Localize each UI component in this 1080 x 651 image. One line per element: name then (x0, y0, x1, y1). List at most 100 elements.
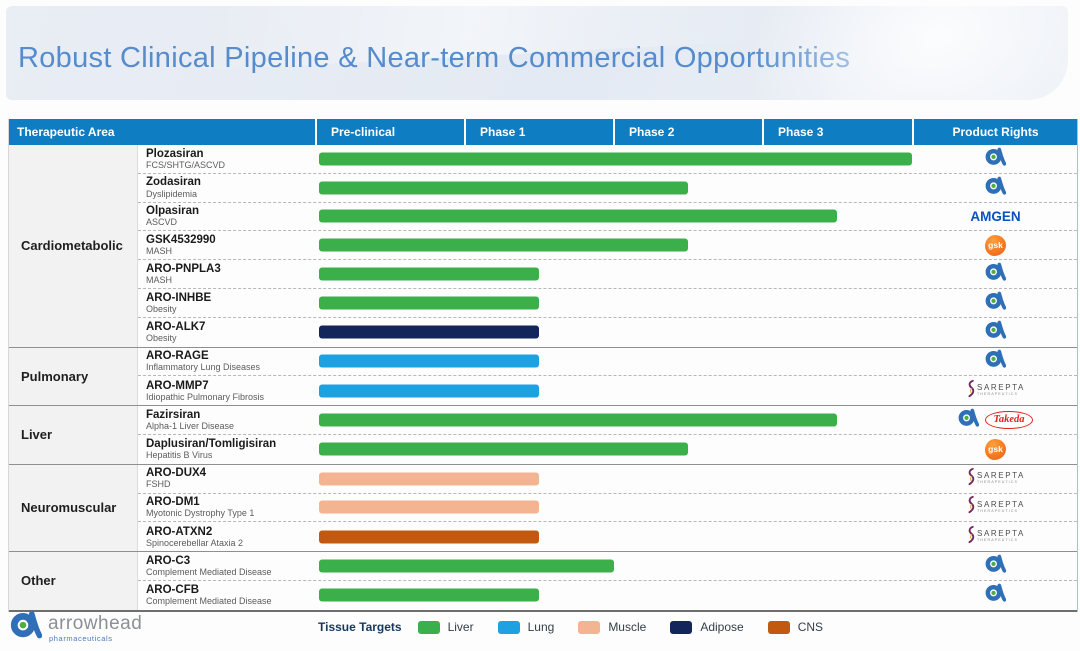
drug-name: ARO-C3 (146, 554, 191, 567)
progress-track (317, 522, 914, 551)
progress-bar-lung (319, 354, 539, 368)
amgen-logo: AMGEN (970, 208, 1021, 224)
drug-cell: Olpasiran ASCVD (138, 205, 317, 228)
sarepta-squiggle-icon (966, 495, 975, 519)
sarepta-squiggle-icon (966, 525, 975, 549)
progress-track (317, 406, 914, 434)
drug-name: ARO-DUX4 (146, 467, 207, 480)
progress-bar-liver (319, 442, 688, 456)
header-product-rights: Product Rights (952, 125, 1039, 139)
progress-bar-liver (319, 559, 614, 573)
arrowhead-logo-icon (985, 349, 1007, 373)
sarepta-logo: SAREPTA THERAPEUTICS (966, 379, 1025, 403)
progress-bar-liver (319, 152, 912, 166)
drug-indication: FSHD (146, 479, 171, 490)
drug-name: Zodasiran (146, 176, 201, 189)
product-rights-cell: SAREPTA THERAPEUTICS (914, 376, 1077, 405)
arrowhead-logo-icon (985, 554, 1007, 578)
progress-track (317, 465, 914, 493)
drug-cell: ARO-ALK7 Obesity (138, 321, 317, 344)
sarepta-logo-text: SAREPTA (977, 500, 1025, 510)
sarepta-logo: SAREPTA THERAPEUTICS (966, 467, 1025, 491)
legend-swatch-liver (417, 620, 440, 634)
sarepta-logo-text: SAREPTA (977, 471, 1025, 481)
drug-indication: Idiopathic Pulmonary Fibrosis (146, 391, 265, 402)
drug-cell: GSK4532990 MASH (138, 234, 317, 257)
arrowhead-logo-icon (985, 176, 1007, 200)
drug-name: GSK4532990 (146, 234, 216, 247)
drug-cell: ARO-RAGE Inflammatory Lung Diseases (138, 350, 317, 373)
title-banner: Robust Clinical Pipeline & Near-term Com… (6, 6, 1068, 100)
header-phase-2: Phase 2 (615, 119, 764, 145)
legend-item-lung: Lung (497, 620, 554, 634)
drug-indication: Myotonic Dystrophy Type 1 (146, 508, 255, 519)
sarepta-squiggle-icon (966, 467, 975, 491)
drug-name: ARO-INHBE (146, 291, 212, 304)
pipeline-row: ARO-C3 Complement Mediated Disease (138, 552, 1077, 581)
arrowhead-logo-icon (985, 291, 1007, 315)
product-rights-cell: gsk (914, 231, 1077, 259)
drug-name: Fazirsiran (146, 408, 201, 421)
product-rights-cell (914, 145, 1077, 173)
drug-cell: Fazirsiran Alpha-1 Liver Disease (138, 409, 317, 432)
gsk-logo: gsk (985, 234, 1006, 256)
drug-cell: ARO-DM1 Myotonic Dystrophy Type 1 (138, 496, 317, 519)
drug-cell: ARO-INHBE Obesity (138, 292, 317, 315)
pipeline-row: ARO-INHBE Obesity (138, 289, 1077, 318)
progress-track (317, 289, 914, 317)
product-rights-cell: Takeda (914, 406, 1077, 434)
header-pre-clinical: Pre-clinical (317, 119, 466, 145)
progress-bar-liver (319, 588, 539, 602)
legend-label: Muscle (608, 620, 647, 634)
progress-bar-muscle (319, 500, 539, 514)
sarepta-logo-text: SAREPTA (977, 383, 1025, 393)
drug-cell: ARO-DUX4 FSHD (138, 467, 317, 490)
legend-item-liver: Liver (417, 620, 474, 634)
sarepta-logo-subtext: THERAPEUTICS (977, 392, 1018, 397)
drug-indication: Hepatitis B Virus (146, 450, 213, 461)
product-rights-cell (914, 348, 1077, 376)
arrowhead-logo-icon (985, 583, 1007, 607)
progress-bar-liver (319, 296, 539, 310)
drug-indication: Alpha-1 Liver Disease (146, 420, 235, 431)
pipeline-row: Olpasiran ASCVD AMGEN (138, 203, 1077, 232)
sarepta-logo-subtext: THERAPEUTICS (977, 509, 1018, 514)
section-liver: Liver Fazirsiran Alpha-1 Liver Disease Take… (9, 405, 1077, 464)
gsk-logo: gsk (985, 438, 1006, 460)
sarepta-logo-subtext: THERAPEUTICS (977, 480, 1018, 485)
drug-name: Plozasiran (146, 147, 204, 160)
pipeline-row: ARO-MMP7 Idiopathic Pulmonary Fibrosis SAR… (138, 376, 1077, 405)
drug-indication: Complement Mediated Disease (146, 596, 272, 607)
product-rights-cell (914, 174, 1077, 202)
legend-swatch-lung (497, 620, 520, 634)
legend-item-muscle: Muscle (578, 620, 646, 634)
drug-indication: ASCVD (146, 217, 178, 228)
drug-cell: ARO-PNPLA3 MASH (138, 263, 317, 286)
drug-cell: Zodasiran Dyslipidemia (138, 176, 317, 199)
pipeline-row: ARO-PNPLA3 MASH (138, 260, 1077, 289)
arrowhead-logo-icon (985, 262, 1007, 286)
therapeutic-area-label: Neuromuscular (9, 464, 138, 552)
arrowhead-logo-icon (958, 408, 980, 432)
legend-swatch-adipose (670, 620, 693, 634)
arrowhead-logo-icon (10, 610, 43, 644)
therapeutic-area-label: Liver (9, 406, 138, 464)
product-rights-cell: SAREPTA THERAPEUTICS (914, 522, 1077, 551)
drug-name: ARO-ATXN2 (146, 525, 213, 538)
progress-bar-liver (319, 238, 688, 252)
slide-title: Robust Clinical Pipeline & Near-term Com… (18, 42, 851, 74)
pipeline-row: ARO-RAGE Inflammatory Lung Diseases (138, 348, 1077, 377)
drug-name: ARO-ALK7 (146, 320, 206, 333)
pipeline-row: ARO-ATXN2 Spinocerebellar Ataxia 2 SAREPTA… (138, 522, 1077, 551)
progress-bar-cns (319, 530, 539, 544)
therapeutic-area-label: Cardiometabolic (9, 145, 138, 347)
progress-track (317, 203, 914, 231)
table-header-row: Therapeutic Area Pre-clinical Phase 1 Ph… (9, 119, 1077, 145)
drug-cell: ARO-ATXN2 Spinocerebellar Ataxia 2 (138, 526, 317, 549)
pipeline-row: GSK4532990 MASH gsk (138, 231, 1077, 261)
pipeline-row: ARO-DUX4 FSHD SAREPTA THERAPEUTICS (138, 465, 1077, 494)
progress-bar-muscle (319, 472, 539, 486)
header-therapeutic-area: Therapeutic Area (9, 119, 317, 145)
product-rights-cell: SAREPTA THERAPEUTICS (914, 494, 1077, 522)
tissue-targets-legend: Tissue Targets Liver Lung Muscle Adipose CNS (318, 614, 847, 640)
